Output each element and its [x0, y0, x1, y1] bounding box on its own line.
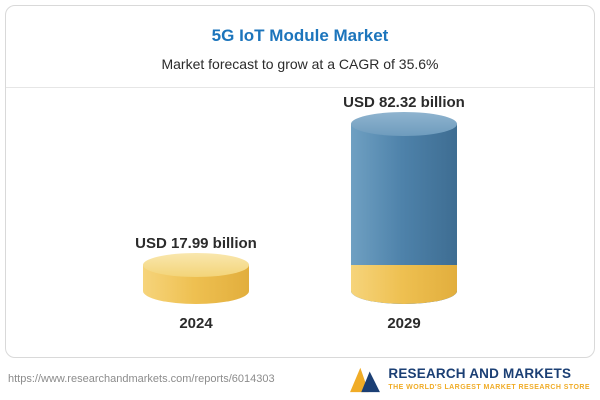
- brand-name: RESEARCH AND MARKETS: [388, 366, 572, 382]
- bar-2029-top-face: [351, 112, 457, 136]
- chart-card: 5G IoT Module Market Market forecast to …: [5, 5, 595, 358]
- chart-title: 5G IoT Module Market: [211, 26, 389, 45]
- researchandmarkets-logo: RESEARCH AND MARKETS THE WORLD'S LARGEST…: [349, 365, 590, 393]
- brand-text: RESEARCH AND MARKETS THE WORLD'S LARGEST…: [388, 366, 590, 391]
- bar-2029: [351, 112, 457, 304]
- bar-2024: [143, 253, 249, 304]
- brand-logo-icon: [350, 367, 381, 393]
- bar-2024-top-face: [143, 253, 249, 277]
- report-url[interactable]: https://www.researchandmarkets.com/repor…: [8, 373, 275, 385]
- footer: https://www.researchandmarkets.com/repor…: [0, 358, 600, 400]
- category-label-2029: 2029: [387, 315, 421, 332]
- bar-chart: USD 17.99 billion 2024 USD 82.32 billion…: [6, 94, 594, 344]
- value-label-2024: USD 17.99 billion: [135, 235, 257, 252]
- category-label-2024: 2024: [179, 315, 213, 332]
- brand-tagline: THE WORLD'S LARGEST MARKET RESEARCH STOR…: [388, 383, 590, 391]
- bar-2029-body: [351, 124, 457, 304]
- chart-subtitle: Market forecast to grow at a CAGR of 35.…: [161, 56, 439, 72]
- bar-group-2029: USD 82.32 billion 2029: [324, 94, 484, 332]
- value-label-2029: USD 82.32 billion: [343, 94, 465, 111]
- bar-group-2024: USD 17.99 billion 2024: [116, 235, 276, 332]
- header-divider: [6, 87, 594, 88]
- bar-2029-gold-base: [351, 265, 457, 304]
